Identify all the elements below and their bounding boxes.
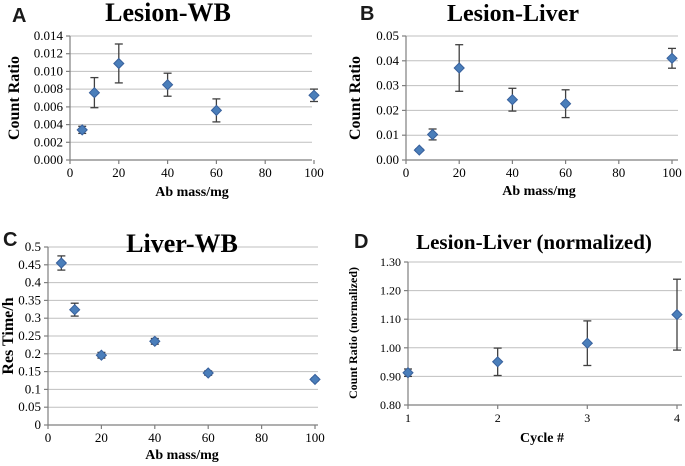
data-point-marker [113, 57, 125, 70]
x-tick-label: 80 [259, 165, 272, 180]
y-tick-label: 0.4 [25, 275, 42, 290]
data-point-marker [95, 349, 108, 361]
x-tick-label: 100 [662, 165, 682, 180]
data-point-marker [68, 303, 81, 316]
data-point-marker [210, 104, 223, 117]
y-tick-label: 0.03 [376, 78, 399, 93]
panel-letter-a: A [12, 5, 27, 27]
plot-area-c: 0 0.05 0.1 0.15 0.2 0.25 0.3 0.35 0.4 0.45 0.5 0 20 4… [18, 239, 325, 445]
x-tick-label: 80 [255, 430, 268, 445]
data-point-marker [161, 78, 174, 91]
y-tick-label: 0.80 [380, 398, 401, 412]
data-point-marker [559, 97, 572, 110]
y-tick-label: 1.20 [380, 284, 401, 298]
y-tick-label: 0.25 [18, 328, 41, 343]
plot-area-b: 0.00 0.01 0.02 0.03 0.04 0.05 0 20 40 60 80 100 [376, 28, 682, 180]
y-tick-label: 0.008 [34, 81, 63, 96]
y-tick-label: 0.35 [18, 292, 41, 307]
x-tick-label: 4 [674, 411, 680, 425]
data-point-marker [202, 367, 214, 379]
chart-title-liver-wb: Liver-WB [126, 229, 238, 258]
x-axis-title-c: Ab mass/mg [145, 448, 219, 463]
panel-letter-c: C [3, 229, 18, 251]
x-axis-title-d: Cycle # [520, 431, 564, 446]
y-tick-label: 0.002 [34, 134, 63, 149]
y-tick-label: 0 [35, 417, 42, 432]
x-tick-label: 0 [45, 430, 52, 445]
data-point-marker [426, 128, 439, 141]
data-point-marker [309, 373, 321, 386]
y-tick-label: 0.2 [25, 346, 41, 361]
panel-letter-d: D [354, 231, 369, 253]
y-tick-label: 0.15 [18, 364, 41, 379]
y-tick-label: 0.004 [34, 117, 64, 132]
y-tick-label: 0.5 [25, 239, 41, 254]
data-point-marker [413, 144, 426, 156]
y-tick-label: 0.90 [380, 369, 401, 383]
x-tick-label: 60 [202, 430, 215, 445]
y-tick-label: 0.010 [34, 63, 63, 78]
y-tick-label: 1.10 [380, 312, 401, 326]
x-tick-label: 0 [67, 165, 74, 180]
y-tick-label: 0.02 [376, 102, 399, 117]
plot-area-a: 0.000 0.002 0.004 0.006 0.008 0.010 0.012 0.014… [34, 28, 324, 180]
panel-d-lesion-liver-normalized: D Lesion-Liver (normalized) Count Ratio … [342, 230, 685, 466]
y-tick-label: 0.012 [34, 46, 63, 61]
y-tick-label: 0.01 [376, 127, 399, 142]
y-tick-label: 0.006 [34, 99, 64, 114]
data-point-marker [149, 335, 161, 348]
x-tick-label: 0 [403, 165, 410, 180]
panel-c-liver-wb: C Liver-WB Res Time/h Ab mass/mg 0 0.05 0.… [0, 229, 342, 466]
data-point-marker [76, 124, 88, 136]
data-point-marker [88, 86, 101, 99]
y-tick-label: 1.30 [380, 255, 401, 269]
data-point-marker [506, 93, 519, 106]
x-tick-label: 40 [161, 165, 174, 180]
data-point-marker [666, 52, 678, 65]
panel-letter-b: B [360, 3, 375, 25]
x-axis-title-a: Ab mass/mg [155, 185, 229, 200]
x-tick-label: 80 [612, 165, 625, 180]
x-tick-label: 20 [95, 430, 108, 445]
data-point-marker [402, 366, 414, 379]
data-point-marker [671, 308, 683, 321]
data-point-marker [55, 257, 68, 269]
x-tick-label: 20 [453, 165, 466, 180]
x-tick-label: 1 [405, 411, 411, 425]
x-tick-label: 40 [506, 165, 519, 180]
y-tick-label: 0.04 [376, 53, 399, 68]
y-tick-label: 0.00 [376, 152, 399, 167]
y-tick-label: 0.014 [34, 28, 64, 43]
panel-b-lesion-liver: B Lesion-Liver Count Ratio Ab mass/mg 0.… [342, 0, 685, 233]
panel-a-lesion-wb: A Lesion-WB Count Ratio Ab mass/mg 0.000… [0, 0, 342, 233]
chart-title-lesion-liver-normalized: Lesion-Liver (normalized) [416, 230, 652, 254]
data-point-marker [491, 356, 504, 368]
x-axis-title-b: Ab mass/mg [502, 184, 576, 199]
y-tick-label: 0.000 [34, 152, 63, 167]
data-point-marker [308, 89, 320, 102]
chart-title-lesion-liver: Lesion-Liver [447, 1, 579, 27]
x-tick-label: 60 [210, 165, 223, 180]
x-tick-label: 2 [495, 411, 501, 425]
y-tick-label: 0.05 [18, 399, 41, 414]
x-tick-label: 3 [584, 411, 590, 425]
y-tick-label: 0.1 [25, 381, 41, 396]
y-tick-label: 0.05 [376, 28, 399, 43]
x-tick-label: 60 [559, 165, 572, 180]
y-tick-label: 1.00 [380, 341, 401, 355]
data-point-marker [453, 62, 465, 74]
data-point-marker [581, 337, 594, 349]
plot-area-d: 0.80 0.90 1.00 1.10 1.20 1.30 1 2 3 4 [380, 255, 683, 425]
x-tick-label: 100 [304, 165, 324, 180]
chart-title-lesion-wb: Lesion-WB [105, 0, 231, 27]
x-tick-label: 100 [305, 430, 325, 445]
y-tick-label: 0.3 [25, 310, 41, 325]
x-tick-label: 40 [148, 430, 161, 445]
x-tick-label: 20 [112, 165, 125, 180]
y-tick-label: 0.45 [18, 257, 41, 272]
